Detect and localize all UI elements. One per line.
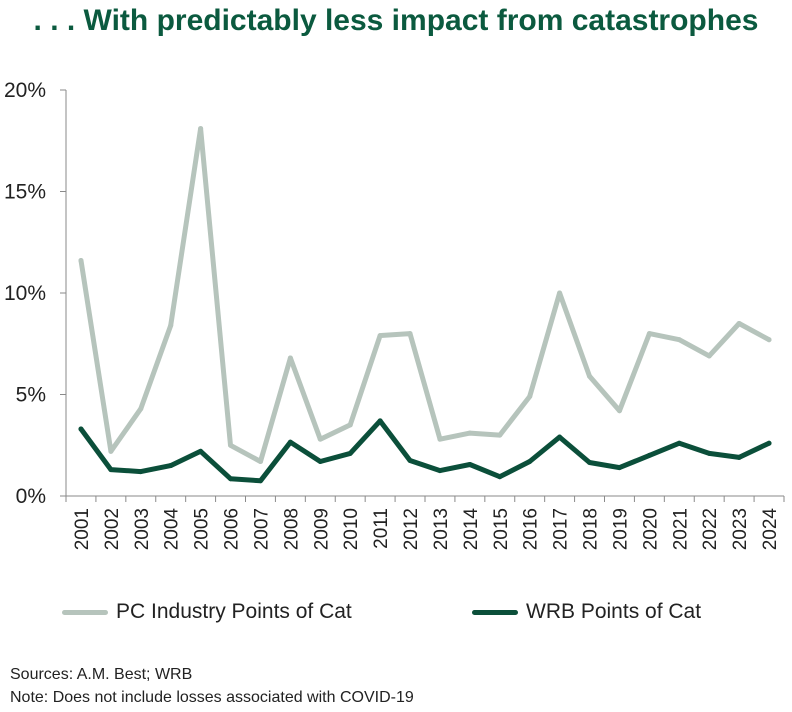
x-tick-label: 2020 bbox=[640, 508, 661, 550]
x-tick-label: 2012 bbox=[401, 508, 422, 550]
wrb-point-2012 bbox=[407, 457, 413, 463]
industry-point-2002 bbox=[108, 448, 114, 454]
x-tick-label: 2022 bbox=[700, 508, 721, 550]
legend-item-wrb: WRB Points of Cat bbox=[472, 600, 701, 624]
industry-point-2017 bbox=[557, 290, 563, 296]
industry-point-2015 bbox=[497, 432, 503, 438]
y-tick-label: 5% bbox=[16, 384, 46, 407]
line-chart: 0% 5% 10% 15% 20% 2001 2002 2003 2004 2005 2006 20… bbox=[4, 79, 785, 551]
x-tick-label: 2001 bbox=[72, 508, 93, 550]
x-tick-label: 2011 bbox=[371, 508, 392, 549]
industry-point-2024 bbox=[766, 337, 772, 343]
covid-note: Note: Does not include losses associated… bbox=[10, 689, 414, 706]
wrb-point-2013 bbox=[437, 468, 443, 474]
x-tick-label: 2019 bbox=[610, 508, 631, 550]
wrb-point-2005 bbox=[198, 448, 204, 454]
wrb-line bbox=[78, 418, 772, 484]
wrb-point-2019 bbox=[616, 465, 622, 471]
wrb-point-2015 bbox=[497, 474, 503, 480]
wrb-point-2014 bbox=[467, 462, 473, 468]
industry-point-2009 bbox=[317, 436, 323, 442]
x-tick-label: 2007 bbox=[251, 508, 272, 550]
x-tick-label: 2006 bbox=[222, 508, 243, 550]
wrb-point-2004 bbox=[168, 463, 174, 469]
x-tick-label: 2021 bbox=[670, 508, 691, 550]
wrb-point-2011 bbox=[377, 418, 383, 424]
industry-point-2008 bbox=[287, 355, 293, 361]
industry-point-2006 bbox=[228, 442, 234, 448]
industry-point-2005 bbox=[198, 126, 204, 132]
wrb-point-2018 bbox=[587, 460, 593, 466]
legend-label-wrb: WRB Points of Cat bbox=[526, 600, 702, 623]
wrb-point-2010 bbox=[347, 450, 353, 456]
wrb-point-2024 bbox=[766, 440, 772, 446]
industry-point-2012 bbox=[407, 331, 413, 337]
industry-point-2010 bbox=[347, 422, 353, 428]
industry-point-2007 bbox=[257, 458, 263, 464]
industry-point-2019 bbox=[616, 408, 622, 414]
industry-point-2021 bbox=[676, 337, 682, 343]
x-tick-label: 2005 bbox=[192, 508, 213, 550]
y-tick-label: 20% bbox=[4, 79, 46, 102]
x-tick-label: 2016 bbox=[521, 508, 542, 550]
x-tick-label: 2015 bbox=[491, 508, 512, 550]
industry-point-2023 bbox=[736, 320, 742, 326]
x-tick-label: 2003 bbox=[132, 508, 153, 550]
industry-point-2011 bbox=[377, 333, 383, 339]
wrb-point-2001 bbox=[78, 426, 84, 432]
wrb-point-2009 bbox=[317, 458, 323, 464]
x-tick-label: 2014 bbox=[461, 508, 482, 551]
industry-point-2020 bbox=[646, 331, 652, 337]
x-tick-label: 2002 bbox=[102, 508, 123, 550]
wrb-point-2006 bbox=[228, 476, 234, 482]
legend: PC Industry Points of Cat WRB Points of … bbox=[0, 600, 792, 630]
wrb-point-2007 bbox=[257, 478, 263, 484]
wrb-point-2020 bbox=[646, 452, 652, 458]
industry-point-2013 bbox=[437, 436, 443, 442]
industry-point-2018 bbox=[587, 373, 593, 379]
wrb-point-2022 bbox=[706, 450, 712, 456]
wrb-point-2002 bbox=[108, 467, 114, 473]
y-tick-label: 0% bbox=[16, 485, 46, 508]
legend-swatch-industry bbox=[62, 609, 108, 615]
industry-point-2016 bbox=[527, 394, 533, 400]
x-tick-label: 2024 bbox=[760, 508, 781, 551]
x-tick-label: 2018 bbox=[581, 508, 602, 550]
legend-swatch-wrb bbox=[472, 609, 518, 615]
chart-title: . . . With predictably less impact from … bbox=[33, 4, 759, 37]
y-tick-label: 15% bbox=[4, 181, 46, 204]
x-tick-label: 2004 bbox=[162, 508, 183, 551]
industry-point-2001 bbox=[78, 258, 84, 264]
wrb-point-2016 bbox=[527, 458, 533, 464]
wrb-point-2003 bbox=[138, 469, 144, 475]
industry-point-2004 bbox=[168, 322, 174, 328]
x-tick-label: 2009 bbox=[311, 508, 332, 550]
wrb-point-2021 bbox=[676, 440, 682, 446]
wrb-point-2023 bbox=[736, 454, 742, 460]
sources-note: Sources: A.M. Best; WRB bbox=[10, 666, 193, 683]
industry-point-2003 bbox=[138, 406, 144, 412]
industry-point-2014 bbox=[467, 430, 473, 436]
x-tick-label: 2010 bbox=[341, 508, 362, 550]
legend-label-industry: PC Industry Points of Cat bbox=[116, 600, 352, 623]
industry-line bbox=[78, 126, 772, 464]
wrb-point-2017 bbox=[557, 434, 563, 440]
industry-point-2022 bbox=[706, 353, 712, 359]
y-tick-label: 10% bbox=[4, 282, 46, 305]
wrb-point-2008 bbox=[287, 439, 293, 445]
x-tick-label: 2008 bbox=[281, 508, 302, 550]
x-tick-label: 2013 bbox=[431, 508, 452, 550]
legend-item-industry: PC Industry Points of Cat bbox=[62, 600, 352, 624]
x-tick-label: 2023 bbox=[730, 508, 751, 550]
x-tick-label: 2017 bbox=[551, 508, 572, 550]
